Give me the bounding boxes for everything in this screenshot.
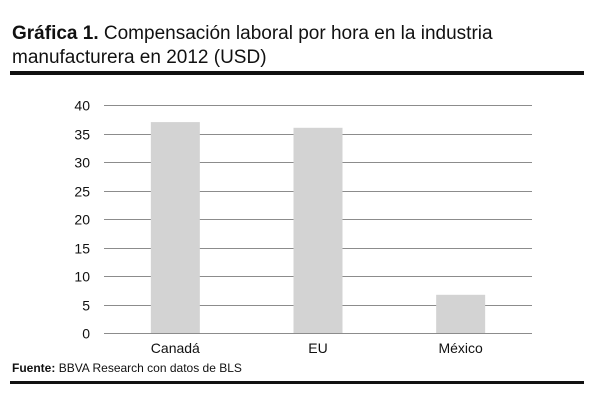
y-tick-label: 0 [82,326,90,342]
source-text: BBVA Research con datos de BLS [58,361,242,375]
x-category-label: EU [308,340,327,356]
y-tick-label: 5 [82,298,90,314]
bar [436,294,486,333]
y-tick-label: 35 [74,127,90,143]
bar [150,122,200,333]
y-tick-label: 10 [74,269,90,285]
chart-title: Gráfica 1. Compensación laboral por hora… [12,22,582,70]
x-category-label: Canadá [151,340,200,356]
x-category-label: México [438,340,483,356]
source-note: Fuente: BBVA Research con datos de BLS [12,361,242,375]
y-tick-label: 15 [74,241,90,257]
source-label: Fuente: [12,361,56,375]
y-tick-label: 25 [74,184,90,200]
top-rule [10,71,584,75]
y-tick-label: 20 [74,212,90,228]
y-tick-label: 40 [74,98,90,114]
y-tick-label: 30 [74,155,90,171]
bar [293,127,343,333]
chart-title-text: Compensación laboral por hora en la indu… [12,23,493,68]
chart-title-prefix: Gráfica 1. [12,23,99,44]
bottom-rule [10,381,584,384]
